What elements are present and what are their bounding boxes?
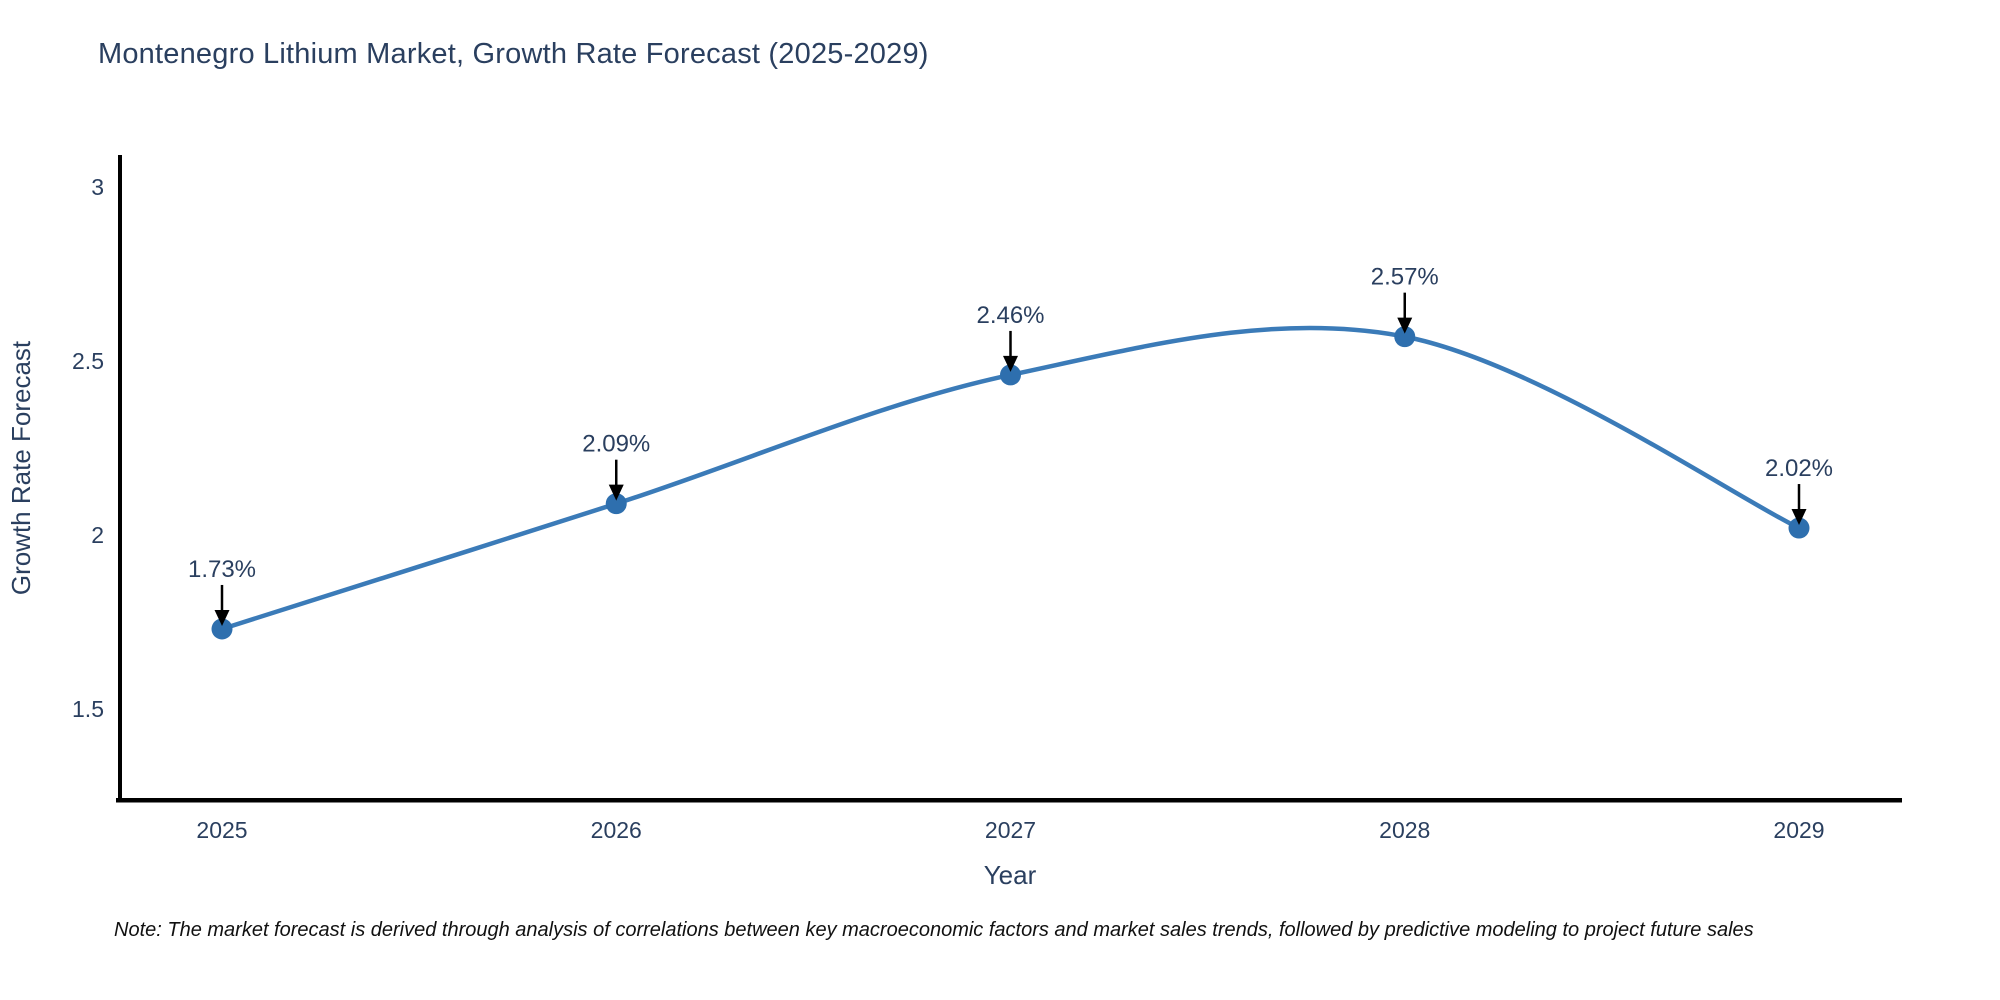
y-tick-label: 2 bbox=[91, 522, 104, 548]
x-tick-label: 2026 bbox=[591, 817, 642, 843]
data-point-marker[interactable] bbox=[211, 618, 233, 640]
data-point-marker[interactable] bbox=[1000, 364, 1021, 386]
annotation-label: 2.57% bbox=[1371, 264, 1439, 291]
data-point-marker[interactable] bbox=[1394, 326, 1416, 348]
annotation-label: 1.73% bbox=[188, 556, 256, 583]
annotation-label: 2.46% bbox=[976, 302, 1044, 329]
y-axis-line bbox=[118, 155, 122, 802]
annotation-arrowhead-icon bbox=[1003, 355, 1018, 372]
data-point-marker[interactable] bbox=[1788, 517, 1810, 539]
x-tick-label: 2029 bbox=[1773, 817, 1824, 843]
annotation-label: 2.02% bbox=[1765, 455, 1833, 482]
annotation-arrowhead-icon bbox=[214, 609, 230, 626]
x-tick-label: 2028 bbox=[1379, 817, 1430, 843]
y-tick-label: 1.5 bbox=[72, 696, 104, 722]
x-tick-label: 2025 bbox=[196, 817, 247, 843]
y-tick-label: 3 bbox=[91, 174, 104, 200]
footnote: Note: The market forecast is derived thr… bbox=[114, 919, 1754, 941]
annotation-label: 2.09% bbox=[582, 431, 650, 458]
data-point-marker[interactable] bbox=[605, 493, 627, 515]
annotation-arrowhead-icon bbox=[1397, 317, 1413, 334]
y-axis-title: Growth Rate Forecast bbox=[6, 340, 36, 595]
y-tick-label: 2.5 bbox=[72, 348, 104, 374]
annotation-arrowhead-icon bbox=[608, 484, 624, 501]
x-axis-line bbox=[116, 798, 1902, 803]
chart-title: Montenegro Lithium Market, Growth Rate F… bbox=[98, 38, 929, 70]
annotation-arrowhead-icon bbox=[1791, 509, 1807, 526]
x-tick-label: 2027 bbox=[985, 817, 1036, 843]
x-axis-title: Year bbox=[984, 860, 1037, 890]
